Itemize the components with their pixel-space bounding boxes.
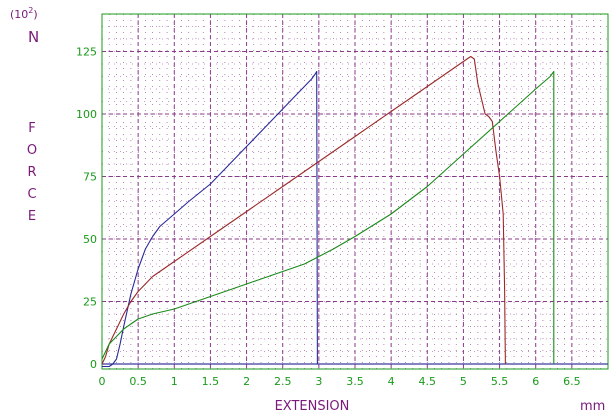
x-axis-label: EXTENSION [275, 399, 350, 412]
series-line-3 [101, 70, 555, 364]
grid [102, 14, 609, 369]
y-tick-label: 125 [76, 46, 97, 59]
y-tick-label: 25 [83, 296, 97, 309]
x-tick-label: 3.5 [346, 375, 364, 388]
x-tick-label: 1 [171, 375, 178, 388]
y-tick-label: 0 [90, 358, 97, 371]
x-tick-label: 4 [388, 375, 395, 388]
x-tick-label: 0.5 [129, 375, 147, 388]
plot-frame [101, 13, 609, 370]
x-tick-label: 4.5 [419, 375, 437, 388]
x-unit: mm [580, 399, 605, 412]
x-tick-label: 1.5 [202, 375, 220, 388]
x-tick-label: 5 [460, 375, 467, 388]
series-lines [101, 55, 555, 368]
y-axis-label-letter: R [27, 165, 36, 180]
x-tick-label: 5.5 [491, 375, 509, 388]
x-tick-label: 6.5 [563, 375, 581, 388]
y-scale-exponent: 2 [28, 6, 33, 15]
y-tick-label: 100 [76, 108, 97, 121]
y-axis-label-letter: C [27, 187, 36, 202]
y-unit-prefix: (102) [10, 6, 38, 21]
y-tick-label: 75 [83, 171, 97, 184]
y-tick-label: 50 [83, 233, 97, 246]
axes [101, 13, 609, 370]
y-scale-prefix: (10 [10, 8, 28, 21]
series-line-1 [102, 70, 318, 368]
x-tick-label: 0 [99, 375, 106, 388]
x-tick-label: 2 [243, 375, 250, 388]
y-axis-label-letter: F [28, 121, 35, 136]
x-tick-label: 3 [315, 375, 322, 388]
y-axis-label-letter: O [27, 143, 37, 158]
y-axis-label-letter: E [28, 209, 36, 224]
tick-labels: 0 0.5 1 1.5 2 2.5 3 3.5 4 4.5 5 5.5 6 6.5 0 25 50 75 100 12… [76, 46, 581, 389]
x-tick-label: 6 [532, 375, 539, 388]
x-tick-label: 2.5 [274, 375, 292, 388]
y-scale-suffix: ) [33, 8, 37, 21]
y-unit: N [28, 28, 39, 46]
series-line-2 [101, 55, 506, 365]
